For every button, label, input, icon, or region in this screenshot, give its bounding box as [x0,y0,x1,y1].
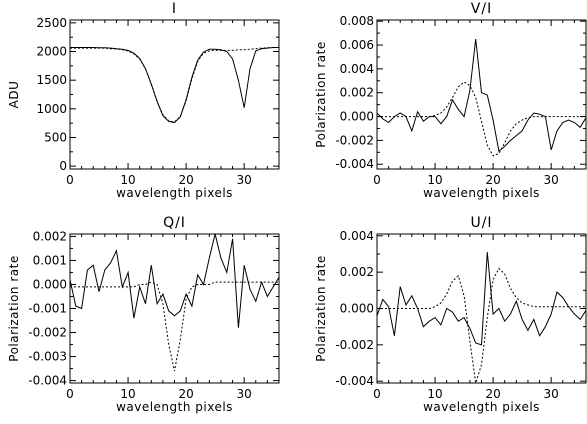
panel-q-over-i: 0 10 20 30 -0.004 -0.003 -0.002 -0.001 0.000 0.00… [7,215,280,414]
x-tick-label: 20 [178,387,193,401]
series-line-solid [69,233,280,328]
plot-frame [376,19,587,170]
y-tick-label: 0.002 [33,229,67,243]
x-tick-label: 10 [427,387,442,401]
panel-title: V/I [471,1,492,17]
series-line-dashed [377,267,586,384]
x-tick-label: 30 [237,173,252,187]
plot-frame [69,19,280,170]
y-tick-label: 2500 [36,16,67,30]
y-tick-label: 0.000 [340,302,374,316]
series-line-dashed [377,81,586,157]
x-tick-label: 30 [544,387,559,401]
x-tick-label: 10 [120,387,135,401]
series-line-dashed [70,47,279,123]
y-tick-label: 0.001 [33,253,67,267]
panel-title: I [172,1,177,17]
y-tick-label: 0.002 [340,86,374,100]
x-tick-label: 0 [66,173,74,187]
y-tick-label: -0.002 [335,338,374,352]
y-axis-label: ADU [7,81,21,109]
y-tick-label: -0.004 [335,374,374,388]
x-tick-label: 0 [66,387,74,401]
x-axis-label: wavelength pixels [116,186,233,200]
series-line-solid [376,39,587,153]
y-tick-label: 0.000 [33,277,67,291]
y-tick-label: 0 [59,159,67,173]
x-tick-label: 30 [237,387,252,401]
y-tick-label: 0.008 [340,14,374,28]
y-tick-label: 0.006 [340,38,374,52]
x-tick-label: 0 [373,387,381,401]
y-tick-label: -0.003 [28,350,67,364]
x-tick-label: 20 [485,173,500,187]
y-tick-label: -0.002 [335,133,374,147]
series-line-dashed [70,281,279,372]
plot-frame [69,233,280,384]
y-tick-label: 0.004 [340,62,374,76]
panel-u-over-i: 0 10 20 30 -0.004 -0.002 0.000 0.002 0.004 U/I wav… [314,215,587,414]
y-axis-label: Polarization rate [314,41,328,147]
y-tick-label: 1500 [36,73,67,87]
x-tick-label: 10 [120,173,135,187]
x-axis-label: wavelength pixels [116,400,233,414]
plot-frame [376,233,587,384]
y-tick-label: -0.002 [28,326,67,340]
x-axis-label: wavelength pixels [423,400,540,414]
y-tick-label: 0.004 [340,229,374,243]
x-tick-label: 20 [178,173,193,187]
x-axis-label: wavelength pixels [423,186,540,200]
panel-v-over-i: 0 10 20 30 -0.004 -0.002 0.000 0.002 0.004 0.006 0… [314,1,587,200]
y-tick-label: -0.001 [28,302,67,316]
x-tick-label: 10 [427,173,442,187]
x-tick-label: 20 [485,387,500,401]
y-tick-label: 0.000 [340,110,374,124]
series-line-solid [376,252,587,346]
x-tick-label: 0 [373,173,381,187]
y-tick-label: -0.004 [335,157,374,171]
panel-title: Q/I [163,215,186,231]
x-tick-label: 30 [544,173,559,187]
y-tick-label: 1000 [36,102,67,116]
y-tick-label: 2000 [36,45,67,59]
panel-title: U/I [470,215,492,231]
y-axis-label: Polarization rate [7,255,21,361]
y-tick-label: 0.002 [340,265,374,279]
y-axis-label: Polarization rate [314,255,328,361]
y-tick-label: -0.004 [28,374,67,388]
series-line-solid [70,47,279,124]
y-tick-label: 500 [44,130,67,144]
